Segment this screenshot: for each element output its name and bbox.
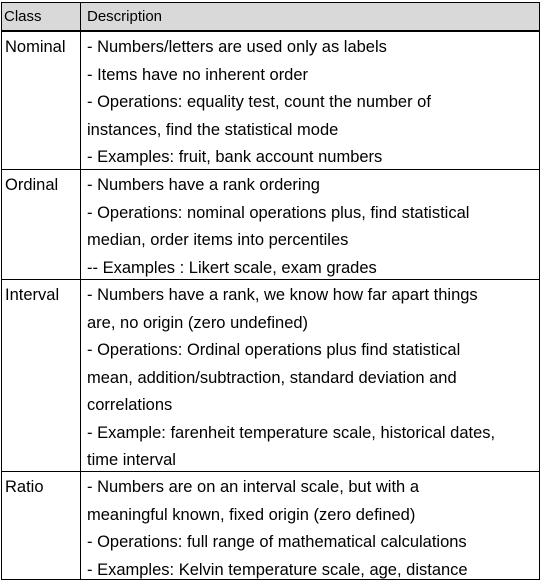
- description-ratio: - Numbers are on an interval scale, but …: [87, 478, 537, 588]
- class-ratio: Ratio: [5, 478, 44, 497]
- description-line: median, order items into percentiles: [87, 231, 537, 259]
- class-nominal: Nominal: [5, 38, 66, 57]
- class-ordinal: Ordinal: [5, 176, 58, 195]
- description-line: mean, addition/subtraction, standard dev…: [87, 369, 537, 397]
- description-line: - Items have no inherent order: [87, 66, 537, 94]
- description-ordinal: - Numbers have a rank ordering - Operati…: [87, 176, 537, 286]
- row-ordinal: Ordinal - Numbers have a rank ordering -…: [2, 170, 539, 280]
- description-line: instances, find the statistical mode: [87, 121, 537, 149]
- description-line: meaningful known, fixed origin (zero def…: [87, 506, 537, 534]
- class-interval: Interval: [5, 286, 59, 305]
- description-line: - Operations: full range of mathematical…: [87, 533, 537, 561]
- description-line: - Operations: Ordinal operations plus fi…: [87, 341, 537, 369]
- table-header: Class Description: [2, 3, 539, 32]
- description-line: - Numbers/letters are used only as label…: [87, 38, 537, 66]
- header-class: Class: [4, 8, 42, 25]
- description-line: - Example: farenheit temperature scale, …: [87, 424, 537, 452]
- header-description: Description: [87, 8, 162, 25]
- description-line: - Numbers have a rank, we know how far a…: [87, 286, 537, 314]
- description-nominal: - Numbers/letters are used only as label…: [87, 38, 537, 176]
- description-line: - Operations: equality test, count the n…: [87, 93, 537, 121]
- description-line: - Numbers have a rank ordering: [87, 176, 537, 204]
- row-ratio: Ratio - Numbers are on an interval scale…: [2, 472, 539, 579]
- description-line: are, no origin (zero undefined): [87, 314, 537, 342]
- description-line: correlations: [87, 396, 537, 424]
- row-interval: Interval - Numbers have a rank, we know …: [2, 280, 539, 472]
- description-interval: - Numbers have a rank, we know how far a…: [87, 286, 537, 479]
- description-line: - Operations: nominal operations plus, f…: [87, 204, 537, 232]
- description-line: - Examples: Kelvin temperature scale, ag…: [87, 561, 537, 588]
- description-line: - Numbers are on an interval scale, but …: [87, 478, 537, 506]
- row-nominal: Nominal - Numbers/letters are used only …: [2, 32, 539, 170]
- measurement-scales-table: Class Description Nominal - Numbers/lett…: [1, 2, 540, 580]
